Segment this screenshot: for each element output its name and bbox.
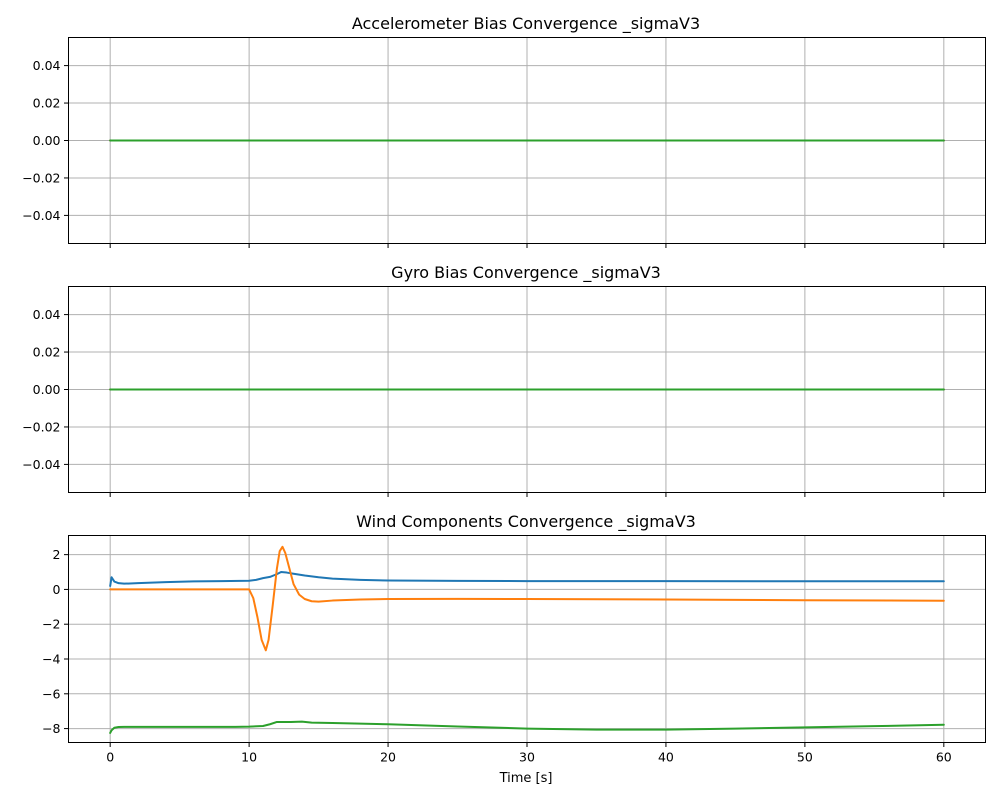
y-tick-label: 0.04 <box>33 307 61 322</box>
x-tick-label: 30 <box>519 750 535 765</box>
panel-title: Wind Components Convergence _sigmaV3 <box>356 512 696 532</box>
y-tick-label: 0.02 <box>33 96 61 111</box>
x-tick-label: 50 <box>797 750 813 765</box>
x-tick-label: 40 <box>658 750 674 765</box>
y-tick-label: −0.04 <box>22 208 60 223</box>
y-tick-label: −0.02 <box>22 419 60 434</box>
x-tick-label: 0 <box>106 750 114 765</box>
y-tick-label: 0.02 <box>33 345 61 360</box>
y-tick-label: −8 <box>42 721 60 736</box>
y-tick-label: −6 <box>42 686 60 701</box>
panel-title: Gyro Bias Convergence _sigmaV3 <box>391 263 661 283</box>
y-tick-label: 2 <box>53 547 61 562</box>
y-tick-label: 0 <box>53 582 61 597</box>
y-tick-label: 0.04 <box>33 58 61 73</box>
x-tick-label: 10 <box>241 750 257 765</box>
x-tick-label: 20 <box>380 750 396 765</box>
x-axis-label: Time [s] <box>499 771 553 786</box>
y-tick-label: 0.00 <box>33 382 61 397</box>
y-tick-label: 0.00 <box>33 133 61 148</box>
y-tick-label: −0.02 <box>22 170 60 185</box>
y-tick-label: −2 <box>42 617 60 632</box>
panel-title: Accelerometer Bias Convergence _sigmaV3 <box>352 14 700 34</box>
y-tick-label: −4 <box>42 652 60 667</box>
y-tick-label: −0.04 <box>22 457 60 472</box>
x-tick-label: 60 <box>936 750 952 765</box>
